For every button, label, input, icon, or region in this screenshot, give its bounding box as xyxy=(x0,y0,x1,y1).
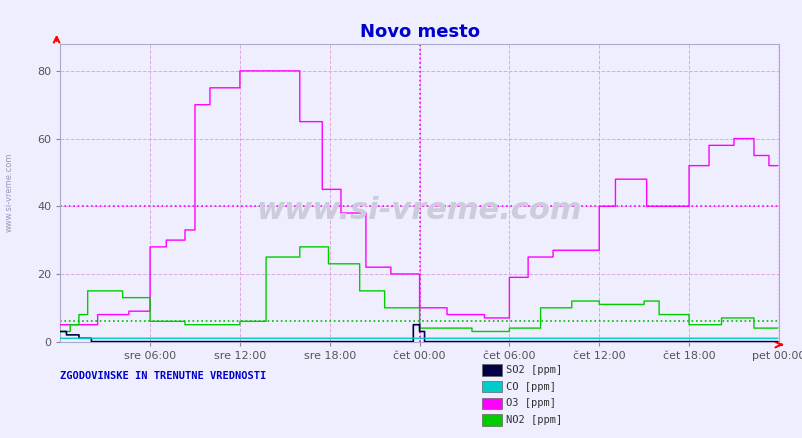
Text: SO2 [ppm]: SO2 [ppm] xyxy=(505,365,561,375)
Text: www.si-vreme.com: www.si-vreme.com xyxy=(5,153,14,233)
Text: NO2 [ppm]: NO2 [ppm] xyxy=(505,415,561,425)
Text: www.si-vreme.com: www.si-vreme.com xyxy=(257,196,581,225)
Title: Novo mesto: Novo mesto xyxy=(359,23,479,41)
Text: ZGODOVINSKE IN TRENUTNE VREDNOSTI: ZGODOVINSKE IN TRENUTNE VREDNOSTI xyxy=(60,371,266,381)
Text: O3 [ppm]: O3 [ppm] xyxy=(505,399,555,408)
Text: CO [ppm]: CO [ppm] xyxy=(505,382,555,392)
